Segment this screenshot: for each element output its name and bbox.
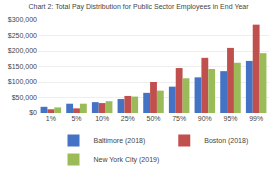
svg-text:90%: 90% — [198, 115, 212, 122]
svg-text:$0: $0 — [29, 109, 37, 116]
svg-text:$300,000: $300,000 — [8, 16, 37, 23]
svg-text:50%: 50% — [146, 115, 160, 122]
svg-text:$250,000: $250,000 — [8, 32, 37, 39]
svg-text:$150,000: $150,000 — [8, 63, 37, 70]
svg-text:5%: 5% — [71, 115, 81, 122]
svg-text:$50,000: $50,000 — [12, 94, 37, 101]
svg-text:1%: 1% — [46, 115, 56, 122]
svg-text:Boston (2018): Boston (2018) — [204, 137, 248, 145]
svg-text:10%: 10% — [95, 115, 109, 122]
svg-text:75%: 75% — [172, 115, 186, 122]
svg-text:New York City (2019): New York City (2019) — [94, 156, 160, 164]
svg-text:$100,000: $100,000 — [8, 78, 37, 85]
svg-text:Baltimore (2018): Baltimore (2018) — [94, 137, 146, 145]
svg-text:95%: 95% — [223, 115, 237, 122]
svg-text:$200,000: $200,000 — [8, 47, 37, 54]
svg-text:25%: 25% — [121, 115, 135, 122]
svg-text:Chart 2: Total Pay Distributio: Chart 2: Total Pay Distribution for Publ… — [28, 3, 249, 11]
svg-text:99%: 99% — [249, 115, 263, 122]
